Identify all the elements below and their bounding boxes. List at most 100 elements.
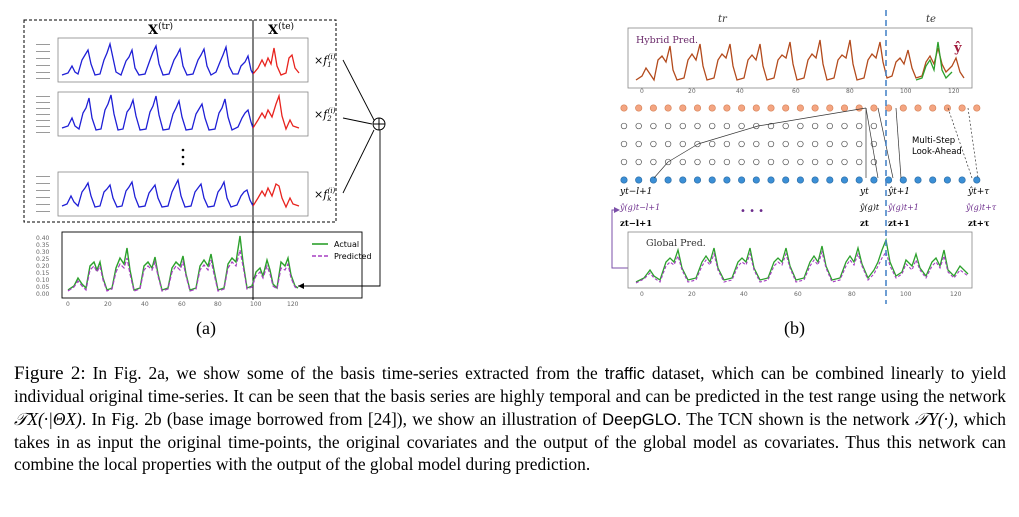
caption-text-5: , which takes in as input the original t…	[14, 408, 1006, 475]
svg-text:0.00: 0.00	[36, 291, 50, 298]
hidden-node	[826, 140, 833, 148]
weight-label-1: ×f1(i)	[314, 53, 336, 69]
yg-labels: ŷ(g)t−l+1 ŷ(g)t ŷ(g)t+1 ŷ(g)t+τ	[619, 203, 997, 212]
svg-text:0.15: 0.15	[36, 270, 50, 277]
hybrid-actual-test	[915, 41, 953, 81]
output-node	[914, 104, 922, 112]
input-node	[649, 176, 657, 184]
hidden-node	[856, 158, 863, 166]
input-node	[826, 176, 834, 184]
figure-2-graphic: X(tr) X(te) ×f1(i) ×f2(i) ×fk(i)	[23, 10, 997, 308]
hidden-node	[723, 158, 731, 166]
hidden-node	[620, 140, 628, 148]
yhat-label: ŷ	[953, 41, 962, 56]
output-node	[693, 104, 702, 112]
basis-series-k-test	[252, 182, 300, 209]
input-node	[738, 176, 746, 184]
hidden-node	[664, 122, 672, 130]
input-node	[679, 176, 687, 184]
svg-text:100: 100	[900, 291, 912, 298]
input-node	[973, 176, 981, 184]
hidden-node	[856, 140, 863, 148]
ellipsis-dot	[181, 155, 185, 159]
svg-text:40: 40	[141, 301, 149, 308]
output-node	[649, 104, 657, 112]
output-arrowhead	[298, 283, 304, 289]
hidden-node	[635, 140, 642, 148]
y-label-start: yt−l+1	[619, 187, 652, 197]
yg-label-t1: ŷ(g)t+1	[887, 203, 919, 212]
caption-ty-network: 𝒯Y(·)	[914, 408, 954, 429]
svg-text:40: 40	[736, 88, 744, 95]
hidden-node	[811, 158, 819, 166]
hidden-node	[694, 158, 701, 166]
hidden-node	[709, 158, 716, 166]
input-node	[723, 176, 731, 184]
caption-text-1: In Fig. 2a, we show some of the basis ti…	[85, 363, 605, 383]
y-label-t: yt	[859, 187, 869, 197]
output-node	[679, 104, 687, 112]
hidden-node	[782, 140, 789, 148]
yg-label-ttau: ŷ(g)t+τ	[965, 203, 997, 212]
hidden-node	[782, 158, 789, 166]
hidden-node	[679, 158, 686, 166]
figure-label: Figure 2:	[14, 363, 86, 384]
output-node	[973, 104, 981, 112]
output-node	[929, 104, 937, 112]
output-node	[840, 104, 849, 112]
hidden-node	[650, 158, 657, 166]
z-label-ttau: zt+τ	[968, 219, 990, 229]
input-node	[796, 176, 804, 184]
hidden-node	[797, 122, 804, 130]
hidden-node	[797, 158, 804, 166]
hidden-node	[723, 140, 731, 148]
svg-text:0: 0	[640, 88, 644, 95]
z-label-t: zt	[860, 219, 869, 229]
hidden-node	[650, 140, 657, 148]
yg-label-start: ŷ(g)t−l+1	[619, 203, 660, 212]
svg-text:0.20: 0.20	[36, 263, 50, 270]
figure-caption: Figure 2: In Fig. 2a, we show some of th…	[14, 362, 1006, 475]
output-node	[752, 104, 760, 112]
svg-text:0.25: 0.25	[36, 256, 50, 263]
svg-text:100: 100	[250, 301, 262, 308]
output-node	[943, 104, 951, 112]
caption-text-2: dataset, which can be combined linearly …	[14, 363, 1007, 407]
combined-x-ticks: 0 20 40 60 80 100 120	[66, 301, 299, 308]
hybrid-x-ticks: 0 20 40 60 80 100 120	[640, 88, 960, 95]
input-node	[855, 176, 863, 184]
hidden-node	[782, 122, 789, 130]
predicted-series	[67, 249, 299, 292]
hidden-node	[811, 122, 819, 130]
output-node	[958, 104, 966, 112]
svg-text:80: 80	[848, 291, 856, 298]
output-node	[620, 104, 628, 112]
input-node	[958, 176, 966, 184]
hybrid-series	[635, 39, 965, 82]
basis-series-2-train	[61, 94, 254, 131]
svg-text:60: 60	[794, 291, 802, 298]
combined-plot-frame	[61, 231, 363, 299]
train-matrix-label: X(tr)	[148, 21, 173, 38]
hidden-node	[870, 122, 878, 130]
hidden-node	[767, 122, 775, 130]
basis-series-1-train	[61, 41, 254, 76]
te-label: te	[926, 14, 936, 25]
hidden-node	[738, 122, 745, 130]
basis-series-1-test	[252, 47, 300, 76]
actual-series	[67, 235, 299, 291]
hidden-node	[723, 122, 731, 130]
hidden-node	[635, 122, 642, 130]
svg-text:60: 60	[178, 301, 186, 308]
svg-text:60: 60	[792, 88, 800, 95]
input-node	[693, 176, 702, 184]
z-label-start: zt−l+1	[620, 219, 652, 229]
svg-text:40: 40	[740, 291, 748, 298]
basis-series-2-test	[252, 93, 300, 131]
hidden-node	[650, 122, 657, 130]
ellipsis-dot	[181, 148, 185, 152]
input-node	[767, 176, 775, 184]
caption-text-3: . In Fig. 2b (base image borrowed from […	[81, 408, 603, 429]
hidden-node-rows	[620, 122, 878, 166]
svg-text:0.05: 0.05	[36, 284, 50, 291]
